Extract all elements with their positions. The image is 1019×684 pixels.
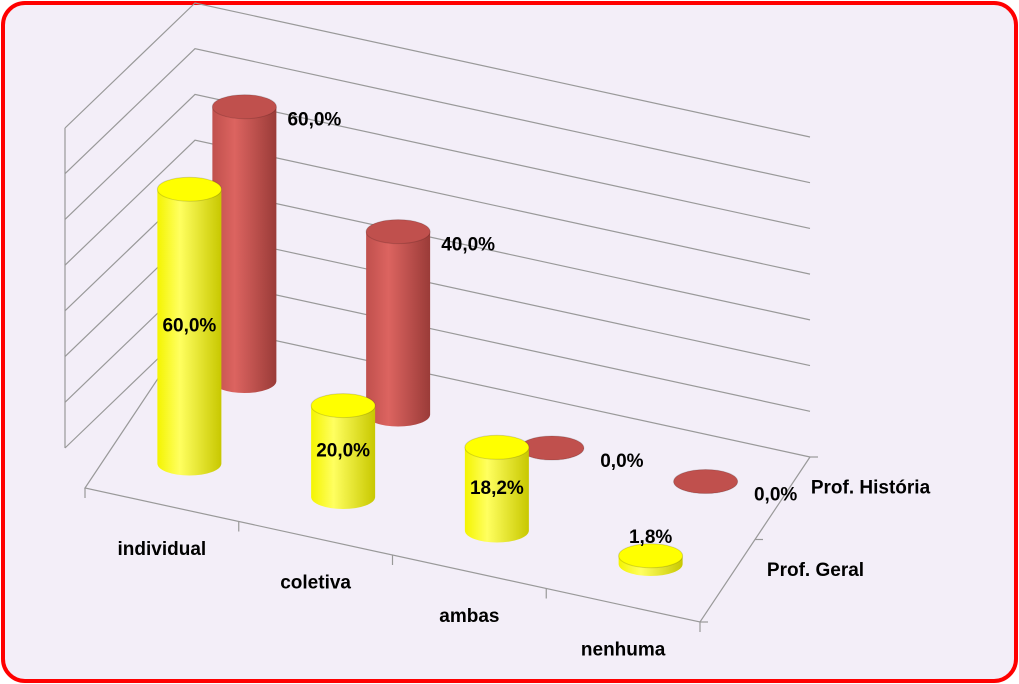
cylinder-body	[157, 189, 222, 476]
cylinder-top	[156, 176, 222, 202]
cylinder-top	[310, 393, 376, 419]
cylinder-top	[519, 435, 585, 461]
cylinder-top	[211, 94, 277, 120]
cylinder-top	[673, 469, 739, 494]
series-label: Prof. Geral	[767, 560, 864, 581]
value-label: 60,0%	[287, 110, 341, 131]
series-label: Prof. História	[811, 477, 931, 498]
cylinder	[156, 176, 222, 476]
grid-line	[64, 139, 811, 275]
value-label: 1,8%	[629, 527, 672, 548]
value-label: 20,0%	[316, 440, 370, 461]
x-tick-label: individual	[118, 539, 207, 560]
cylinder	[211, 94, 277, 393]
value-label: 40,0%	[441, 235, 495, 256]
value-label: 0,0%	[600, 451, 643, 472]
cylinder	[310, 393, 376, 509]
cylinder	[365, 219, 431, 427]
cylinder	[464, 434, 530, 543]
cylinder-body	[366, 231, 431, 427]
cylinder-body	[212, 106, 277, 393]
value-label: 0,0%	[754, 485, 797, 506]
value-label: 60,0%	[162, 315, 216, 336]
cylinder-top	[618, 543, 684, 569]
grid-line	[64, 93, 811, 230]
cylinder-body	[464, 447, 529, 543]
value-label: 18,2%	[470, 478, 524, 499]
grid-line	[64, 48, 811, 184]
cylinder-top	[365, 219, 431, 245]
grid-line	[64, 2, 811, 138]
cylinder-body	[311, 405, 376, 509]
cylinder	[519, 435, 585, 461]
cylinder	[618, 543, 684, 576]
cylinder-top	[464, 434, 530, 460]
x-tick-label: nenhuma	[581, 639, 666, 660]
x-tick-label: ambas	[439, 606, 499, 627]
cylinder	[673, 469, 739, 494]
x-tick-label: coletiva	[280, 572, 351, 593]
